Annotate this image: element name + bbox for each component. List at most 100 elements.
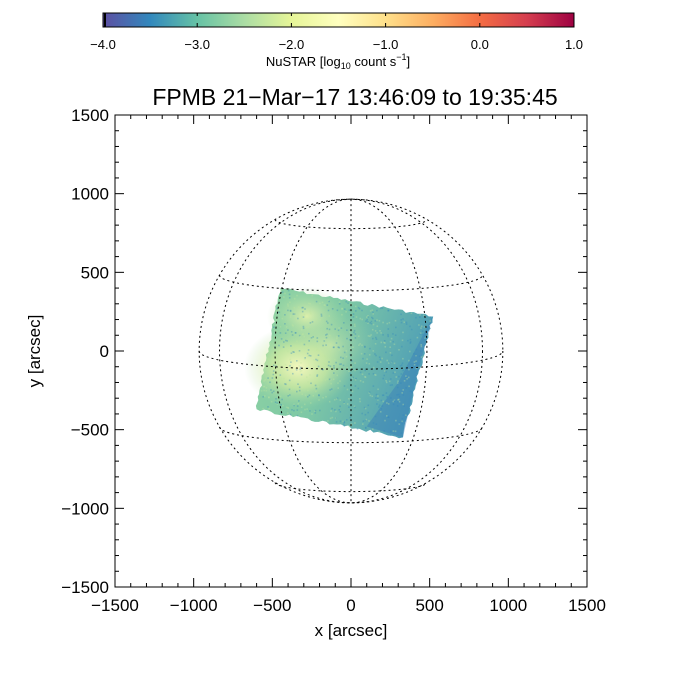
speckle [327,358,330,361]
speckle [404,420,406,422]
speckle [348,370,350,373]
speckle [289,413,292,416]
speckle [395,419,397,422]
speckle [401,345,403,348]
speckle [328,400,331,403]
x-tick-label: 500 [415,596,443,615]
speckle [415,316,417,319]
speckle [368,354,371,356]
speckle [324,379,327,381]
speckle [336,309,339,312]
speckle [419,332,422,334]
speckle [420,350,422,352]
speckle [418,366,420,369]
speckle [349,331,351,333]
speckle [420,345,423,348]
speckle [372,366,375,369]
speckle [414,381,417,384]
speckle [262,407,264,410]
speckle [351,334,353,336]
speckle [330,388,333,390]
speckle [263,380,265,382]
speckle [270,400,273,403]
speckle [372,422,375,424]
speckle [398,395,401,398]
speckle [415,367,418,370]
speckle [353,405,356,408]
speckle [287,406,289,409]
x-tick-label: 0 [346,596,355,615]
speckle [390,430,392,433]
speckle [304,358,306,360]
speckle [328,378,331,381]
speckle [375,374,377,376]
speckle [304,357,306,359]
speckle [309,310,311,312]
speckle [335,421,338,423]
speckle [402,394,405,396]
speckle [286,369,289,371]
speckle [375,423,378,425]
speckle [364,346,366,348]
speckle [405,376,408,379]
parallel [274,482,428,493]
speckle [294,332,297,334]
speckle [282,404,284,407]
speckle [301,393,304,395]
speckle [394,399,396,402]
speckle [289,316,292,319]
speckle [343,385,346,387]
speckle [385,351,387,354]
speckle [352,316,355,318]
speckle [275,398,277,400]
speckle [341,307,343,310]
speckle [300,362,302,364]
speckle [360,352,363,355]
speckle [278,344,280,347]
speckle [276,402,279,404]
speckle [364,376,367,378]
speckle [278,311,281,314]
speckle [407,376,410,379]
speckle [279,325,282,328]
speckle [398,393,400,396]
speckle [401,422,404,425]
speckle [349,372,352,375]
speckle [284,347,287,350]
speckle [372,317,374,320]
speckle [282,346,285,348]
speckle [330,343,332,345]
speckle [325,395,327,398]
speckle [309,311,312,314]
speckle [371,328,374,331]
speckle [337,346,340,348]
speckle [343,421,346,424]
speckle [309,355,312,357]
speckle [299,370,302,373]
speckle [367,322,369,324]
speckle [367,315,369,317]
speckle [396,405,399,407]
speckle [311,321,314,323]
speckle [284,314,286,316]
speckle [381,394,384,397]
speckle [387,328,390,330]
speckle [272,347,275,349]
speckle [382,394,385,396]
speckle [400,432,403,434]
speckle [335,417,337,419]
speckle [423,314,425,317]
speckle [315,387,318,390]
speckle [309,302,311,305]
speckle [398,375,400,378]
speckle [294,312,296,315]
speckle [400,382,402,384]
speckle [310,337,313,339]
speckle [394,371,396,373]
speckle [363,406,366,409]
speckle [295,332,297,334]
speckle [307,389,309,392]
speckle [387,333,389,336]
speckle [287,305,289,307]
speckle [262,396,264,398]
